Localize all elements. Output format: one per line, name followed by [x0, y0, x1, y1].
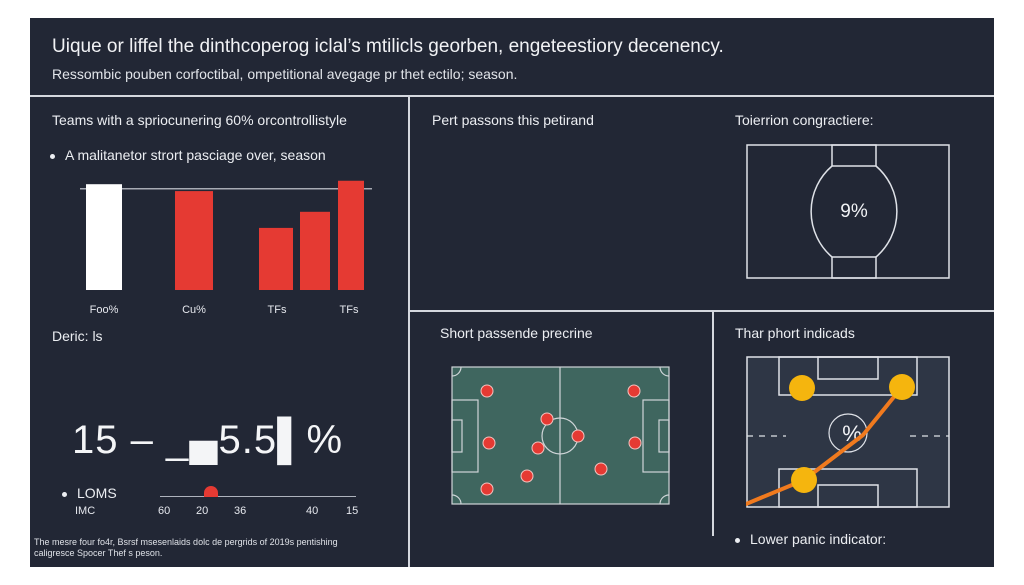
- pitch-half-diagram: 9%: [746, 144, 950, 279]
- scale-tick-label: 40: [306, 505, 319, 517]
- corner-arc: [451, 494, 462, 505]
- left-panel-bullet-text: A malitanetor strort pasciage over, seas…: [65, 147, 326, 163]
- page-title: Uique or liffel the dinthcoperog iclal’s…: [52, 36, 724, 57]
- goal-area-left: [451, 419, 463, 453]
- player-marker: [531, 441, 545, 455]
- x-tick-label: Foo%: [90, 304, 119, 316]
- left-panel-title: Teams with a spriocunering 60% orcontrol…: [52, 112, 347, 128]
- left-panel-bullet: A malitanetor strort pasciage over, seas…: [50, 147, 326, 163]
- scale-tick-label: 60: [158, 505, 171, 517]
- bottom-middle-title: Short passende precrine: [440, 325, 593, 341]
- football-pitch: [451, 366, 670, 505]
- legend-dot: [62, 491, 67, 497]
- top-right-title: Toierrion congractiere:: [735, 112, 874, 128]
- player-marker: [480, 384, 494, 398]
- pitch-trend-diagram: %: [746, 356, 950, 508]
- bottom-right-bullet-text: Lower panic indicator:: [750, 531, 887, 547]
- trend-node: [791, 467, 817, 493]
- corner-arc: [451, 366, 462, 377]
- bar: [175, 191, 213, 290]
- bar: [338, 180, 364, 290]
- x-tick-label: Cu%: [182, 304, 206, 316]
- page-subtitle: Ressombic pouben corfoctibal, ompetition…: [52, 66, 518, 82]
- player-marker: [594, 462, 608, 476]
- scale-axis-line: [160, 496, 356, 497]
- player-marker: [482, 436, 496, 450]
- legend-label: LOMS: [62, 485, 117, 501]
- bottom-right-bullet: Lower panic indicator:: [735, 531, 886, 547]
- corner-arc: [659, 494, 670, 505]
- metric-label: Deric: ls: [52, 328, 103, 344]
- footnote-line: caligresce Spocer Thef s peson.: [34, 548, 163, 558]
- right-column-divider: [712, 312, 714, 536]
- goal-box-bottom: [831, 256, 877, 279]
- scale-tick-label: 36: [234, 505, 247, 517]
- bullet-dot: [735, 537, 740, 543]
- x-tick-label: TFs: [268, 304, 287, 316]
- left-column-divider: [408, 96, 410, 567]
- legend-sublabel: IMC: [75, 505, 96, 517]
- trend-node: [889, 374, 915, 400]
- player-marker: [540, 412, 554, 426]
- middle-row-divider: [409, 310, 994, 312]
- top-middle-title: Pert passons this petirand: [432, 112, 594, 128]
- bar-chart: Foo% Cu% TFs TFs: [80, 180, 372, 316]
- center-arc-left: [810, 165, 833, 258]
- header-divider: [30, 95, 994, 97]
- trend-node: [789, 375, 815, 401]
- pitch-outline: [746, 356, 950, 508]
- bottom-right-title: Thar phort indicads: [735, 325, 855, 341]
- player-marker: [628, 436, 642, 450]
- bar: [86, 184, 122, 290]
- center-arc-right: [875, 165, 898, 258]
- pitch-center-value: 9%: [840, 201, 868, 222]
- bar: [259, 227, 293, 290]
- corner-arc: [659, 366, 670, 377]
- player-marker: [627, 384, 641, 398]
- goal-box-top: [831, 144, 877, 167]
- player-markers: [480, 384, 642, 496]
- goal-area-top: [817, 356, 879, 380]
- scale-tick-label: 20: [196, 505, 209, 517]
- bar: [300, 211, 330, 290]
- scale-marker: [204, 486, 218, 497]
- player-marker: [520, 469, 534, 483]
- trend-line: [746, 385, 904, 506]
- player-marker: [571, 429, 585, 443]
- scale-tick-label: 15: [346, 505, 359, 517]
- goal-area-bottom: [817, 484, 879, 508]
- goal-area-right: [658, 419, 670, 453]
- big-metric-value: 15 – _▄5.5▌%: [72, 418, 344, 462]
- legend-label-text: LOMS: [77, 485, 117, 501]
- footnote-line: The mesre four fo4r, Bsrsf msesenlaids d…: [34, 537, 338, 547]
- x-tick-label: TFs: [340, 304, 359, 316]
- player-marker: [480, 482, 494, 496]
- bullet-dot: [50, 153, 55, 159]
